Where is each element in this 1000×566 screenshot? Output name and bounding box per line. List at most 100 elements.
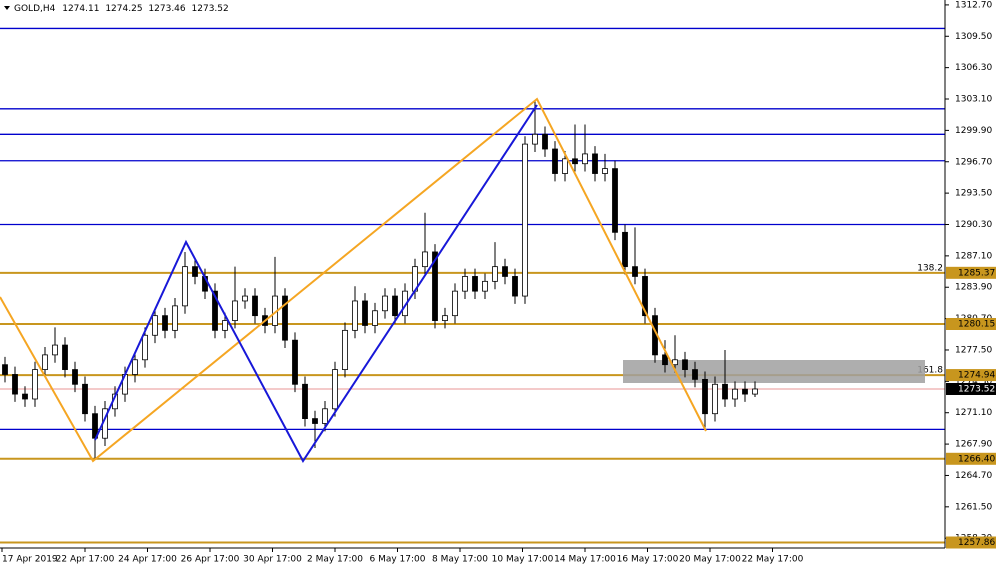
candle-body bbox=[52, 344, 58, 356]
x-tick-label: 10 May 17:00 bbox=[492, 555, 554, 565]
candle-body bbox=[372, 310, 378, 326]
candle-body bbox=[742, 388, 748, 395]
candle-body bbox=[382, 295, 388, 312]
candle-body bbox=[432, 251, 438, 321]
x-tick-label: 8 May 17:00 bbox=[432, 555, 488, 565]
y-tick-label: 1299.90 bbox=[955, 126, 992, 136]
price-tag bbox=[946, 452, 996, 465]
x-tick-label: 14 May 17:00 bbox=[554, 555, 616, 565]
open: 1274.11 bbox=[62, 4, 99, 14]
candle-body bbox=[362, 300, 368, 326]
y-tick-label: 1293.50 bbox=[955, 189, 992, 199]
price-tag bbox=[946, 266, 996, 279]
candle-body bbox=[602, 168, 608, 174]
candle-body bbox=[562, 158, 568, 174]
candle-body bbox=[722, 383, 728, 400]
fib-label: 161.8 bbox=[917, 366, 943, 376]
x-tick-label: 22 May 17:00 bbox=[742, 555, 804, 565]
candle-body bbox=[42, 354, 48, 370]
x-tick-label: 17 Apr 2019 bbox=[2, 555, 58, 565]
candle-body bbox=[282, 295, 288, 341]
x-tick-label: 16 May 17:00 bbox=[617, 555, 679, 565]
candle-body bbox=[2, 364, 8, 375]
candle-body bbox=[552, 148, 558, 174]
candle-body bbox=[72, 369, 78, 385]
fib-label: 138.2 bbox=[917, 263, 943, 273]
candle-body bbox=[32, 369, 38, 400]
candle-body bbox=[152, 315, 158, 336]
y-tick-label: 1296.70 bbox=[955, 157, 992, 167]
candle-body bbox=[502, 266, 508, 277]
y-tick-label: 1306.30 bbox=[955, 63, 992, 73]
close: 1273.52 bbox=[192, 4, 229, 14]
candle-body bbox=[422, 251, 428, 268]
candle-body bbox=[702, 378, 708, 415]
candle-body bbox=[22, 393, 28, 400]
y-tick-label: 1277.50 bbox=[955, 345, 992, 355]
current-tag-label: 1273.52 bbox=[958, 384, 995, 394]
levels: 138.2 161.8 bbox=[0, 27, 945, 544]
candle-body bbox=[142, 334, 148, 361]
candle-body bbox=[212, 290, 218, 331]
candle-body bbox=[462, 276, 468, 292]
candle-body bbox=[332, 369, 338, 410]
candle-body bbox=[352, 300, 358, 331]
candle-body bbox=[182, 266, 188, 307]
blue-zigzag bbox=[94, 104, 538, 463]
price-tag-label: 1274.94 bbox=[958, 371, 995, 381]
candle-body bbox=[222, 320, 228, 331]
x-tick-label: 24 Apr 17:00 bbox=[118, 555, 177, 565]
candle-body bbox=[532, 133, 538, 145]
candle-body bbox=[582, 153, 588, 165]
candle-body bbox=[632, 266, 638, 277]
price-tag-label: 1285.37 bbox=[958, 268, 995, 278]
candle-body bbox=[622, 231, 628, 268]
candle-body bbox=[512, 276, 518, 297]
candle-body bbox=[242, 295, 248, 302]
y-tick-label: 1312.70 bbox=[955, 0, 992, 10]
candle-body bbox=[492, 266, 498, 282]
candle-body bbox=[292, 339, 298, 385]
price-tag-label: 1266.40 bbox=[958, 454, 995, 464]
candle-body bbox=[132, 359, 138, 375]
candle-body bbox=[572, 158, 578, 165]
y-tick-label: 1267.90 bbox=[955, 440, 992, 450]
candle-body bbox=[482, 280, 488, 292]
high: 1274.25 bbox=[105, 4, 142, 14]
price-tag bbox=[946, 369, 996, 382]
orange-zigzag bbox=[0, 97, 707, 463]
candle-body bbox=[162, 315, 168, 331]
header: GOLD,H4 1274.11 1274.25 1273.46 1273.52 bbox=[14, 4, 229, 14]
price-tag bbox=[946, 317, 996, 330]
y-tick-label: 1271.10 bbox=[955, 408, 992, 418]
candle-body bbox=[672, 359, 678, 366]
candle-body bbox=[12, 374, 18, 395]
y-tick-label: 1264.70 bbox=[955, 471, 992, 481]
candle-body bbox=[682, 359, 688, 370]
candle-body bbox=[692, 369, 698, 380]
candle-body bbox=[392, 295, 398, 317]
y-tick-label: 1261.50 bbox=[955, 502, 992, 512]
candle-body bbox=[82, 383, 88, 415]
price-tag-label: 1280.15 bbox=[958, 319, 995, 329]
symbol: GOLD,H4 bbox=[14, 4, 56, 14]
y-tick-label: 1274.30 bbox=[955, 377, 992, 387]
candle-body bbox=[312, 418, 318, 424]
x-tick-label: 22 Apr 17:00 bbox=[56, 555, 115, 565]
candle-body bbox=[472, 276, 478, 292]
menu-arrow[interactable] bbox=[4, 6, 10, 10]
x-tick-label: 30 Apr 17:00 bbox=[243, 555, 302, 565]
candle-body bbox=[342, 329, 348, 370]
y-tick-label: 1290.30 bbox=[955, 220, 992, 230]
candle-body bbox=[172, 305, 178, 331]
candle-body bbox=[732, 388, 738, 400]
y-tick-label: 1287.10 bbox=[955, 251, 992, 261]
candle-body bbox=[542, 133, 548, 150]
candles bbox=[2, 99, 758, 459]
candle-body bbox=[62, 344, 68, 370]
candle-body bbox=[442, 315, 448, 321]
candle-body bbox=[752, 388, 758, 395]
